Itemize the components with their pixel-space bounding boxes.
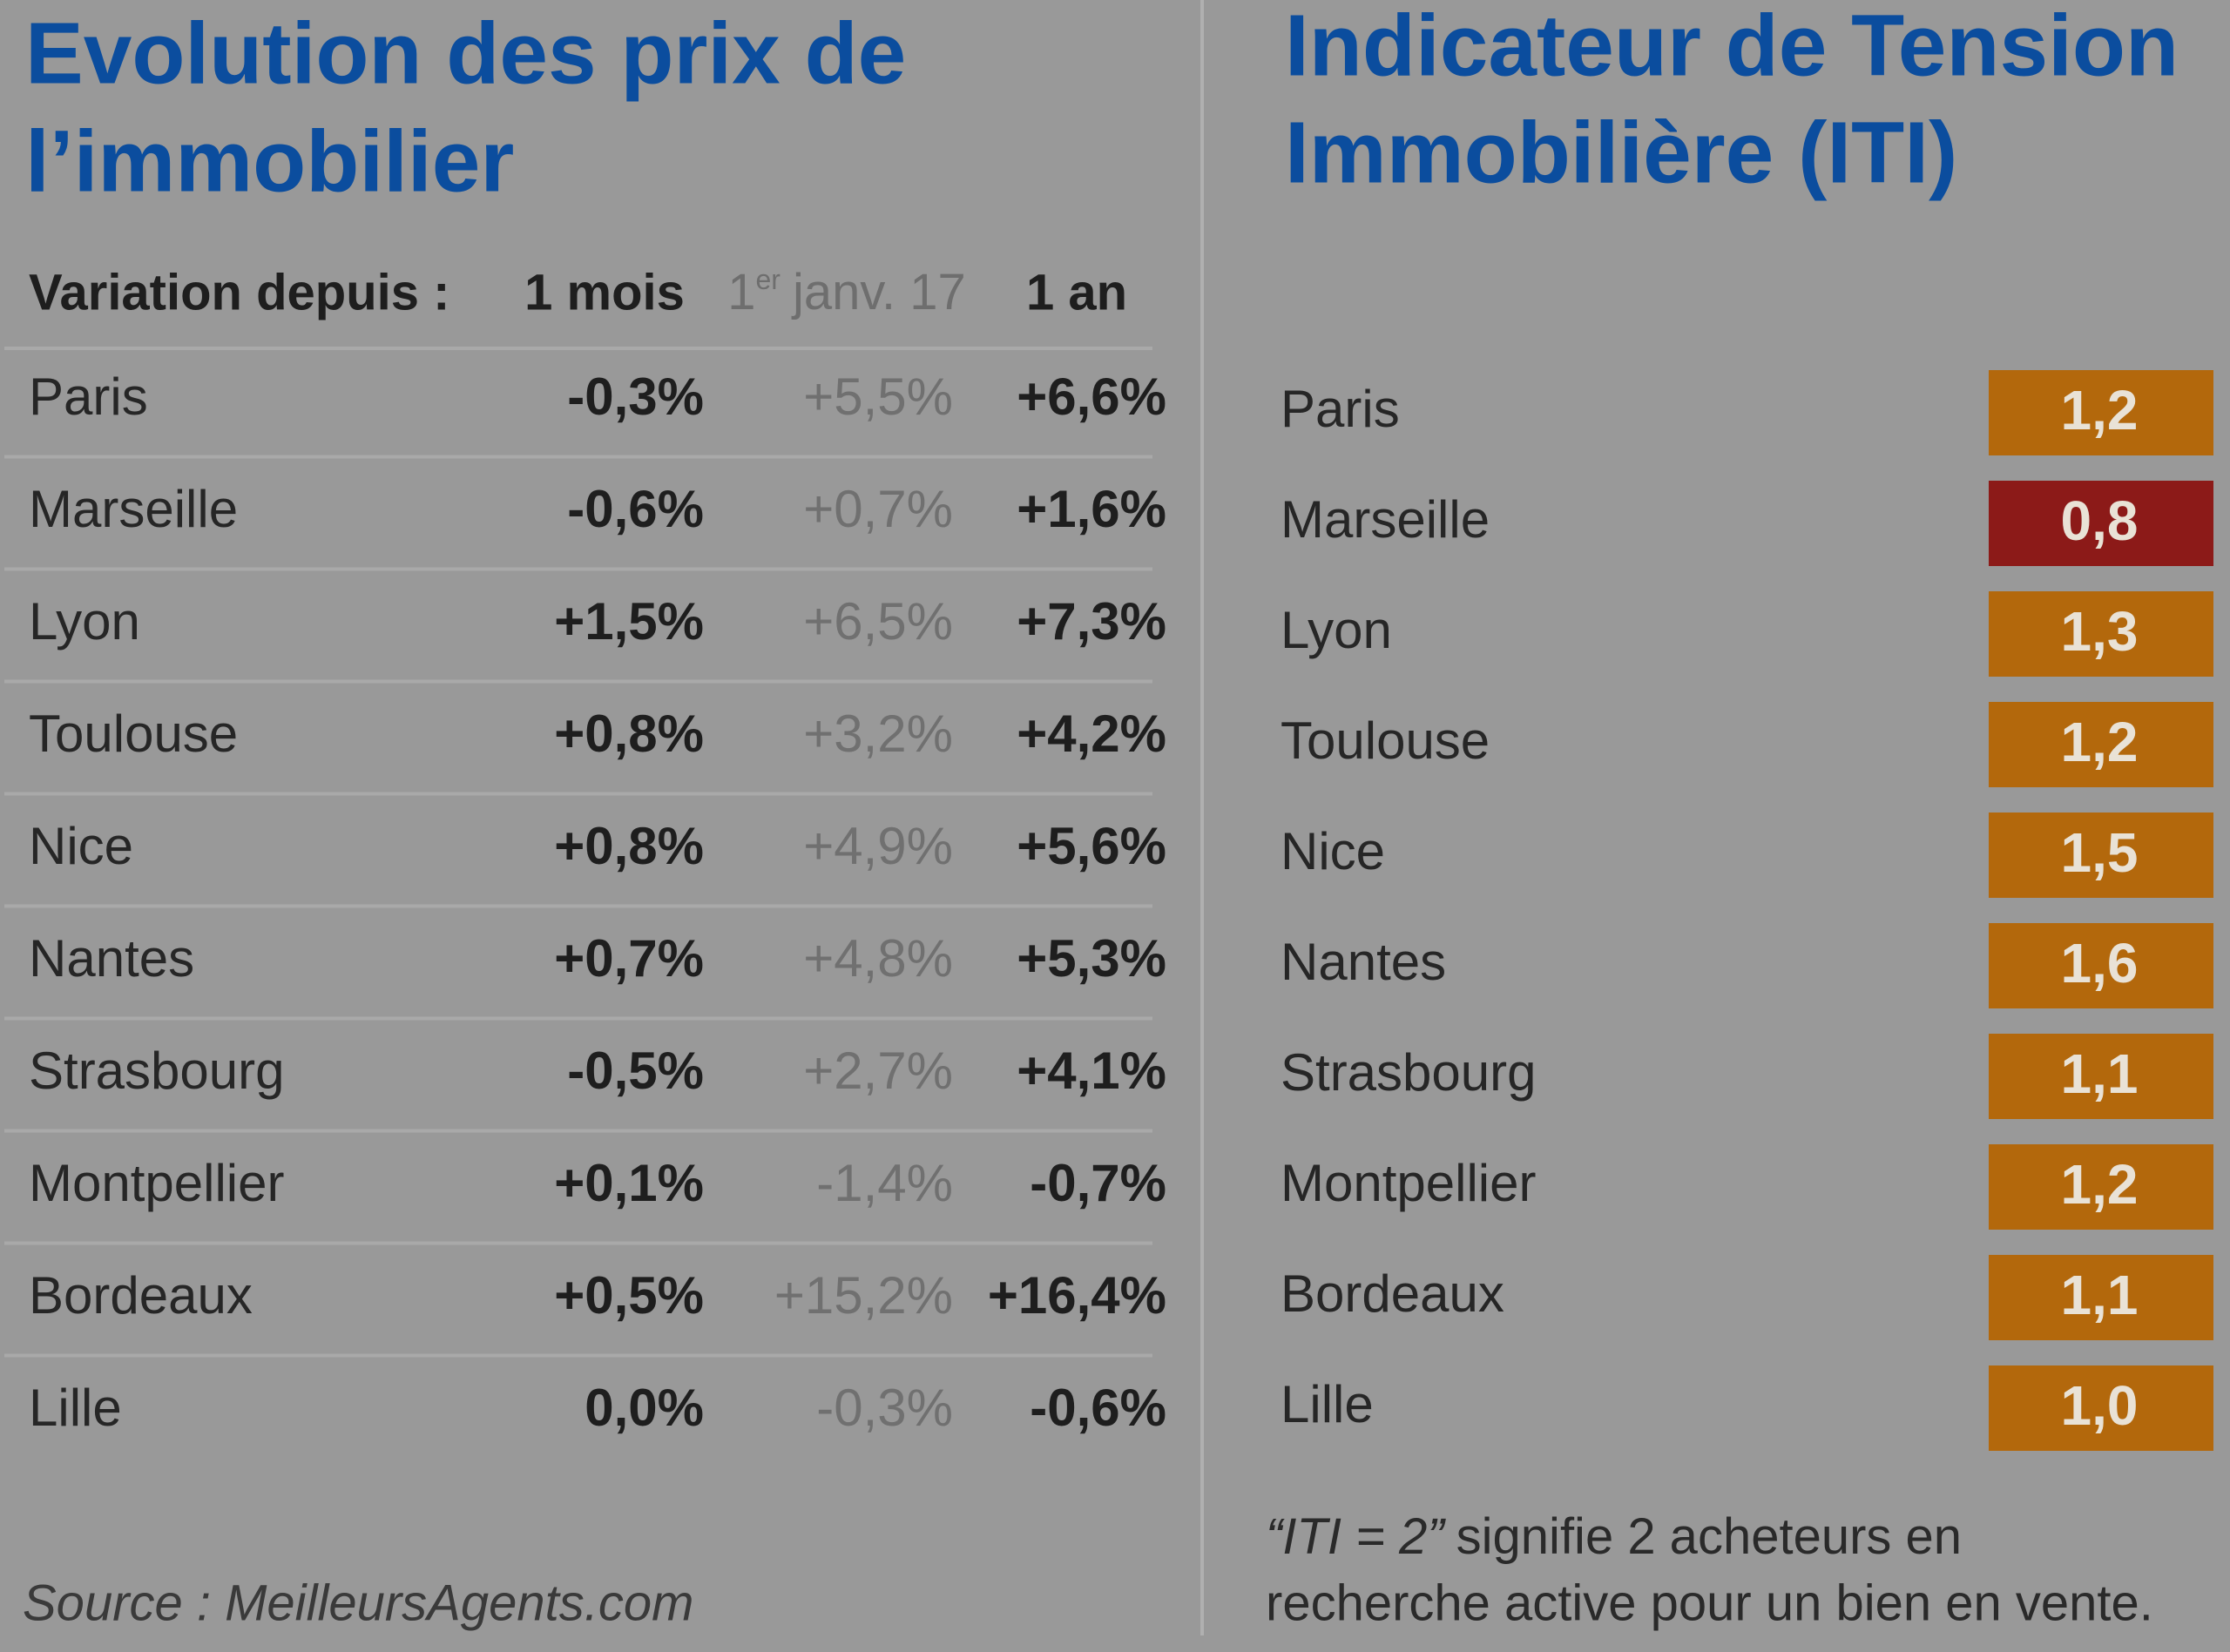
variation-janv: +0,7% [803, 480, 953, 538]
iti-value: 1,2 [2061, 1153, 2139, 1216]
iti-box [1989, 813, 2213, 898]
variation-1-mois: 0,0% [585, 1379, 704, 1437]
iti-box [1989, 702, 2213, 787]
source: Source : MeilleursAgents.com [23, 1574, 693, 1631]
iti-box [1989, 1255, 2213, 1340]
iti-box [1989, 923, 2213, 1008]
iti-value: 1,6 [2061, 932, 2139, 995]
variation-janv: +4,9% [803, 817, 953, 875]
city: Marseille [29, 480, 238, 538]
variation-janv: +2,7% [803, 1042, 953, 1100]
variation-1-mois: +1,5% [554, 592, 704, 651]
header-col: 1er janv. 17 [727, 264, 966, 320]
variation-1-an: +5,3% [1017, 929, 1166, 988]
header-part: 1 [727, 264, 755, 320]
variation-janv: +5,5% [803, 367, 953, 426]
city: Strasbourg [29, 1042, 285, 1100]
iti-box [1989, 1365, 2213, 1451]
note: “ITI = 2” signifie 2 acheteurs en [1266, 1508, 1962, 1565]
iti-box [1989, 591, 2213, 677]
variation-1-mois: +0,8% [554, 817, 704, 875]
note-italic: “ITI = 2” [1266, 1508, 1446, 1565]
note-text: signifie 2 acheteurs en [1456, 1508, 1962, 1565]
header-col: 1 mois [524, 264, 685, 320]
city: Nice [1281, 822, 1385, 880]
city: Bordeaux [1281, 1264, 1504, 1323]
city: Toulouse [29, 705, 238, 763]
variation-janv: +4,8% [803, 929, 953, 988]
variation-1-an: +4,2% [1017, 705, 1166, 763]
left-title: l’immobilier [25, 112, 514, 210]
variation-janv: +6,5% [803, 592, 953, 651]
city: Lyon [1281, 601, 1392, 659]
right-title: Indicateur de Tension [1285, 0, 2179, 94]
iti-value: 0,8 [2061, 489, 2139, 552]
left-title: Evolution des prix de [25, 4, 906, 102]
iti-box [1989, 370, 2213, 455]
iti-value: 1,2 [2061, 379, 2139, 442]
city: Bordeaux [29, 1266, 253, 1325]
iti-value: 1,1 [2061, 1042, 2139, 1105]
city: Nantes [1281, 933, 1446, 991]
city: Paris [1281, 380, 1400, 438]
iti-value: 1,0 [2061, 1374, 2139, 1437]
header-col: 1 an [1026, 264, 1127, 320]
variation-1-mois: +0,7% [554, 929, 704, 988]
variation-janv: -1,4% [816, 1154, 953, 1212]
city: Lyon [29, 592, 140, 651]
city: Montpellier [1281, 1154, 1536, 1212]
iti-value: 1,1 [2061, 1264, 2139, 1326]
city: Paris [29, 367, 148, 426]
iti-box [1989, 481, 2213, 566]
right-title: Immobilière (ITI) [1285, 104, 1957, 201]
city: Nantes [29, 929, 194, 988]
variation-1-mois: +0,5% [554, 1266, 704, 1325]
header-sup: er [755, 264, 780, 295]
iti-value: 1,5 [2061, 821, 2139, 884]
iti-value: 1,3 [2061, 600, 2139, 663]
variation-1-mois: +0,1% [554, 1154, 704, 1212]
variation-1-an: +4,1% [1017, 1042, 1166, 1100]
variation-1-an: +5,6% [1017, 817, 1166, 875]
iti-box [1989, 1034, 2213, 1119]
variation-1-an: +6,6% [1017, 367, 1166, 426]
city: Montpellier [29, 1154, 284, 1212]
variation-janv: +3,2% [803, 705, 953, 763]
city: Lille [29, 1379, 122, 1437]
city: Toulouse [1281, 711, 1490, 770]
variation-1-mois: -0,3% [567, 367, 704, 426]
city: Nice [29, 817, 133, 875]
city: Lille [1281, 1375, 1374, 1433]
city: Strasbourg [1281, 1043, 1537, 1102]
iti-value: 1,2 [2061, 711, 2139, 773]
variation-1-mois: -0,5% [567, 1042, 704, 1100]
header-label: Variation depuis : [29, 264, 449, 320]
variation-1-an: -0,6% [1030, 1379, 1166, 1437]
iti-box [1989, 1144, 2213, 1230]
variation-janv: -0,3% [816, 1379, 953, 1437]
variation-1-an: -0,7% [1030, 1154, 1166, 1212]
city: Marseille [1281, 490, 1490, 549]
note: recherche active pour un bien en vente. [1266, 1574, 2153, 1631]
header-part: janv. 17 [791, 264, 966, 320]
variation-1-an: +1,6% [1017, 480, 1166, 538]
variation-1-mois: -0,6% [567, 480, 704, 538]
variation-janv: +15,2% [774, 1266, 953, 1325]
variation-1-an: +16,4% [988, 1266, 1166, 1325]
variation-1-an: +7,3% [1017, 592, 1166, 651]
variation-1-mois: +0,8% [554, 705, 704, 763]
